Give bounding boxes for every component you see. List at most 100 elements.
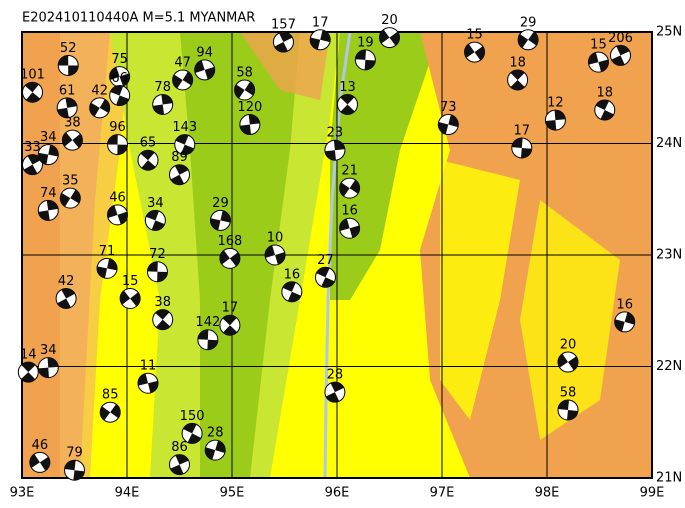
event-label: 143 bbox=[172, 120, 197, 135]
event-label: 19 bbox=[357, 35, 374, 50]
event-label: 28 bbox=[207, 426, 224, 441]
beachball bbox=[64, 459, 85, 481]
beachball bbox=[137, 372, 159, 394]
beachball-quadrant bbox=[117, 144, 128, 155]
beachball bbox=[61, 129, 83, 151]
beachball bbox=[57, 54, 79, 76]
beachball-quadrant bbox=[29, 454, 40, 468]
event-label: 74 bbox=[40, 186, 57, 201]
event-label: 33 bbox=[24, 140, 41, 155]
beachball-quadrant bbox=[588, 52, 599, 65]
beachball-quadrant bbox=[611, 55, 625, 66]
beachball bbox=[339, 177, 361, 199]
event-label: 18 bbox=[596, 86, 613, 101]
beachball bbox=[37, 357, 59, 379]
beachball-quadrant bbox=[448, 114, 459, 128]
beachball-quadrant bbox=[183, 423, 197, 434]
beachball-quadrant bbox=[156, 319, 171, 330]
event-label: 157 bbox=[271, 18, 296, 33]
beachball-quadrant bbox=[175, 134, 189, 145]
beachball-quadrant bbox=[174, 164, 189, 175]
beachball bbox=[55, 287, 77, 309]
beachball bbox=[219, 247, 241, 269]
beachball-quadrant bbox=[107, 134, 118, 145]
beachball bbox=[511, 137, 533, 159]
beachball-quadrant bbox=[274, 42, 288, 53]
beachball-quadrant bbox=[155, 309, 170, 320]
beachball bbox=[324, 381, 346, 403]
y-tick-label: 24N bbox=[656, 136, 682, 151]
event-label: 96 bbox=[109, 120, 126, 135]
beachball-quadrant bbox=[47, 357, 59, 368]
beachball-quadrant bbox=[220, 210, 231, 223]
event-label: 17 bbox=[222, 301, 239, 316]
beachball bbox=[109, 66, 131, 88]
beachball bbox=[169, 454, 190, 476]
beachball-quadrant bbox=[310, 37, 321, 50]
event-label: 89 bbox=[171, 150, 188, 165]
beachball-quadrant bbox=[23, 164, 38, 175]
event-label: 34 bbox=[40, 130, 57, 145]
beachball bbox=[144, 209, 166, 231]
beachball-quadrant bbox=[349, 179, 360, 194]
beachball bbox=[234, 79, 256, 101]
beachball-quadrant bbox=[57, 298, 71, 309]
beachball bbox=[17, 361, 39, 383]
beachball-quadrant bbox=[474, 46, 485, 61]
event-label: 94 bbox=[196, 45, 213, 60]
event-label: 16 bbox=[616, 297, 633, 312]
beachball-quadrant bbox=[65, 97, 78, 108]
beachball bbox=[610, 44, 631, 66]
beachball-quadrant bbox=[172, 74, 183, 89]
x-tick-label: 95E bbox=[220, 486, 245, 501]
beachball-quadrant bbox=[520, 147, 532, 158]
beachball-quadrant bbox=[207, 339, 218, 350]
beachball-quadrant bbox=[58, 55, 69, 66]
event-label: 15 bbox=[590, 38, 607, 53]
beachball-quadrant bbox=[151, 220, 165, 231]
event-label: 78 bbox=[154, 80, 171, 95]
beachball bbox=[197, 329, 219, 351]
x-tick-label: 94E bbox=[115, 486, 140, 501]
beachball-quadrant bbox=[57, 107, 69, 118]
beachball-quadrant bbox=[119, 73, 130, 87]
event-label: 42 bbox=[91, 83, 108, 98]
event-label: 71 bbox=[99, 244, 116, 259]
beachball-quadrant bbox=[109, 67, 120, 80]
beachball-quadrant bbox=[600, 110, 614, 121]
beachball-quadrant bbox=[229, 252, 240, 267]
beachball bbox=[354, 49, 376, 71]
y-tick-label: 21N bbox=[656, 471, 682, 486]
beachball-quadrant bbox=[130, 292, 141, 307]
beachball-quadrant bbox=[239, 124, 252, 135]
event-label: 16 bbox=[284, 267, 301, 282]
beachball-quadrant bbox=[61, 288, 75, 299]
event-label: 11 bbox=[140, 359, 157, 374]
beachball-quadrant bbox=[46, 200, 59, 211]
beachball-quadrant bbox=[510, 69, 525, 80]
beachball-quadrant bbox=[616, 45, 630, 56]
beachball bbox=[517, 29, 539, 51]
beachball-quadrant bbox=[99, 99, 110, 113]
beachball-quadrant bbox=[568, 356, 578, 371]
beachball bbox=[119, 287, 141, 309]
beachball-quadrant bbox=[554, 110, 566, 121]
beachball-quadrant bbox=[180, 144, 194, 155]
beachball bbox=[152, 93, 174, 115]
event-label: 34 bbox=[147, 196, 164, 211]
event-label: 14 bbox=[20, 348, 37, 363]
beachball bbox=[181, 422, 203, 444]
event-label: 85 bbox=[102, 388, 119, 403]
event-label: 29 bbox=[520, 15, 537, 30]
beachball bbox=[264, 244, 286, 266]
event-label: 150 bbox=[180, 409, 205, 424]
beachball-quadrant bbox=[100, 406, 111, 421]
beachball-quadrant bbox=[27, 154, 42, 165]
beachball bbox=[89, 97, 111, 119]
beachball-quadrant bbox=[275, 252, 286, 265]
beachball-quadrant bbox=[70, 189, 81, 204]
beachball-quadrant bbox=[140, 150, 155, 161]
beachball-quadrant bbox=[170, 464, 184, 475]
x-tick-label: 96E bbox=[325, 486, 350, 501]
